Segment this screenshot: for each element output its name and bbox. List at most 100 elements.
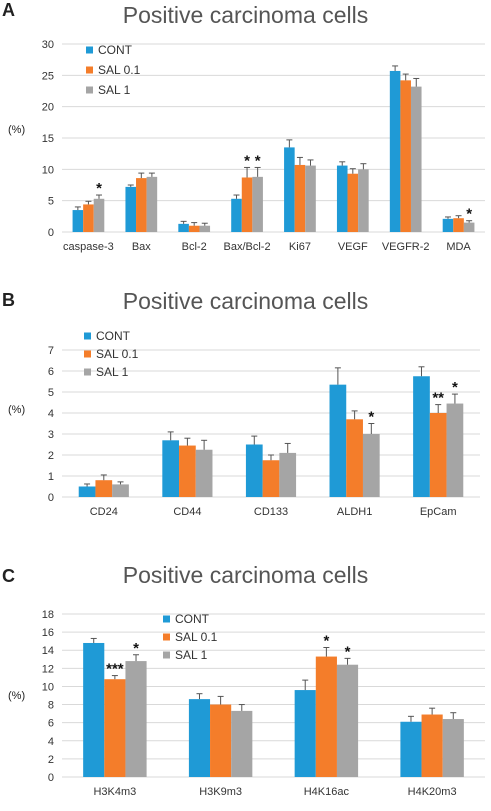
chart-c-bar — [231, 710, 253, 777]
chart-c-y-tick-label: 6 — [48, 718, 54, 730]
chart-c-significance-marker: * — [323, 633, 329, 650]
chart-b-bar — [179, 445, 196, 497]
chart-b-bar — [279, 452, 297, 497]
chart-b-y-tick-label: 6 — [48, 366, 54, 378]
chart-a-legend-label: SAL 0.1 — [98, 63, 141, 77]
chart-a-legend-swatch — [86, 66, 93, 74]
chart-a-bar — [146, 176, 158, 232]
chart-b-bar — [95, 480, 113, 497]
chart-b-significance-marker: ** — [432, 390, 444, 407]
chart-b-x-tick-label: ALDH1 — [337, 506, 372, 518]
chart-c-significance-marker: * — [345, 643, 351, 660]
chart-a-bar — [188, 225, 200, 232]
chart-a-bar — [241, 177, 253, 232]
chart-a-bar — [72, 210, 84, 232]
chart-a-bar — [231, 198, 242, 232]
chart-c-legend-label: SAL 0.1 — [175, 630, 218, 644]
chart-c-bar — [294, 690, 316, 777]
chart-c-bar — [421, 714, 443, 777]
chart-a-x-tick-label: VEGF — [338, 241, 368, 253]
panel-letter-a: A — [2, 0, 15, 20]
chart-b-bar — [245, 444, 263, 497]
chart-a-legend-swatch — [86, 86, 93, 94]
chart-a-x-tick-label: Ki67 — [289, 241, 311, 253]
chart-c-x-tick-label: H3K9m3 — [199, 786, 242, 798]
chart-b-title: Positive carcinoma cells — [122, 288, 369, 314]
chart-b-x-tick-label: CD44 — [173, 506, 201, 518]
chart-a-y-tick-label: 15 — [42, 133, 54, 145]
chart-c-y-tick-label: 12 — [42, 663, 54, 675]
chart-a-y-tick-label: 20 — [42, 102, 54, 114]
chart-b-bar — [346, 419, 363, 497]
chart-b-legend-swatch — [84, 332, 91, 340]
chart-b-y-tick-label: 5 — [48, 387, 54, 399]
chart-panel-c: 0 2 4 6 8 10 12 14 16 18 H3K4m3 *** * H3K9m3 H4K16ac * *… — [0, 542, 491, 811]
chart-a-bar — [442, 218, 454, 232]
chart-b-y-tick-label: 3 — [48, 429, 54, 441]
chart-c-bar — [188, 699, 211, 777]
chart-a-bar — [178, 223, 189, 232]
chart-c-y-tick-label: 16 — [42, 627, 54, 639]
chart-b-x-tick-label: CD24 — [90, 506, 118, 518]
chart-a-significance-marker: * — [244, 152, 250, 169]
chart-c-bar — [315, 656, 337, 777]
chart-b-x-tick-label: EpCam — [420, 506, 457, 518]
chart-a-bar — [453, 218, 464, 232]
chart-c-legend-swatch — [163, 651, 170, 659]
chart-c-bar — [442, 719, 464, 777]
chart-a-x-tick-label: caspase-3 — [63, 241, 114, 253]
chart-a-legend-label: SAL 1 — [98, 83, 131, 97]
chart-b-bar — [112, 484, 129, 497]
chart-b-bar — [446, 403, 464, 497]
chart-b-significance-marker: * — [452, 379, 458, 396]
chart-c-bar — [125, 661, 147, 777]
chart-c-y-tick-label: 14 — [42, 645, 54, 657]
chart-b-bar — [162, 440, 180, 497]
chart-a-bar — [136, 178, 147, 232]
chart-a-y-tick-label: 25 — [42, 70, 54, 82]
chart-a-x-tick-label: Bax/Bcl-2 — [224, 241, 271, 253]
chart-a-bar — [389, 70, 401, 233]
chart-b-bar — [329, 384, 347, 497]
chart-c-bar — [336, 664, 359, 777]
chart-a-bar — [252, 176, 263, 232]
chart-c-bar — [104, 679, 126, 777]
chart-c-y-tick-label: 18 — [42, 609, 54, 621]
chart-b-bar — [78, 486, 96, 497]
chart-c-y-tick-label: 4 — [48, 736, 54, 748]
chart-a-bar — [463, 222, 475, 232]
chart-b-legend-label: SAL 1 — [96, 365, 129, 379]
chart-b-legend-label: SAL 0.1 — [96, 347, 139, 361]
chart-c-bar — [83, 642, 105, 777]
chart-a-bar — [305, 165, 316, 232]
chart-b-legend-swatch — [84, 368, 91, 376]
chart-c-legend-label: CONT — [175, 612, 210, 626]
panel-letter-b: B — [2, 290, 15, 310]
chart-c-legend-label: SAL 1 — [175, 648, 208, 662]
chart-a-bar — [199, 225, 211, 232]
chart-b-legend-swatch — [84, 350, 91, 358]
chart-b-bar — [413, 376, 430, 497]
chart-a-legend-swatch — [86, 46, 93, 54]
chart-c-x-tick-label: H3K4m3 — [93, 786, 136, 798]
chart-b-y-tick-label: 0 — [48, 492, 54, 504]
chart-a-bar — [93, 198, 105, 232]
chart-a-bar — [400, 80, 411, 232]
chart-c-y-tick-label: 8 — [48, 700, 54, 712]
chart-c-x-tick-label: H4K20m3 — [408, 786, 457, 798]
chart-a-bar — [125, 186, 137, 232]
chart-c-ylabel: (%) — [8, 690, 26, 702]
chart-b-y-tick-label: 7 — [48, 345, 54, 357]
chart-b-ylabel: (%) — [8, 404, 26, 416]
chart-panel-a: 0 5 10 15 20 25 30 caspase-3 * Bax Bcl-2 Bax/Bcl-2 *… — [0, 0, 491, 270]
chart-a-x-tick-label: Bax — [132, 241, 151, 253]
chart-a-legend-label: CONT — [98, 43, 133, 57]
chart-b-bar — [362, 434, 380, 497]
chart-c-legend-swatch — [163, 615, 170, 623]
chart-b-x-tick-label: CD133 — [254, 506, 288, 518]
chart-b-legend-label: CONT — [96, 329, 131, 343]
chart-c-y-tick-label: 2 — [48, 754, 54, 766]
chart-b-bar — [262, 460, 280, 497]
chart-a-bar — [284, 147, 295, 232]
